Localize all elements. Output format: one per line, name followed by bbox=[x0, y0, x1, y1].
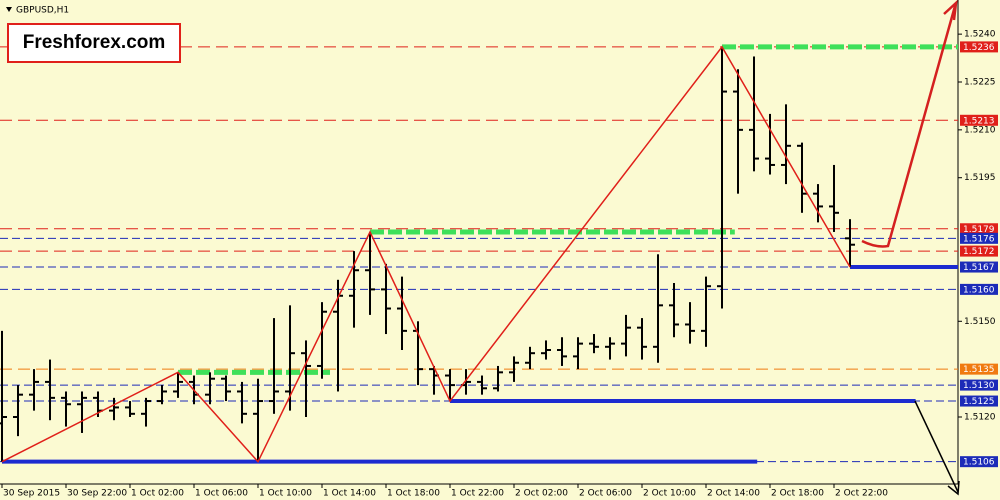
level-label-box bbox=[960, 283, 998, 295]
x-tick-label: 1 Oct 10:00 bbox=[259, 489, 312, 499]
level-label: 1.5179 bbox=[963, 225, 995, 235]
level-label-box bbox=[960, 232, 998, 244]
y-tick-label: 1.5120 bbox=[964, 412, 996, 422]
level-label: 1.5213 bbox=[963, 116, 995, 126]
level-label: 1.5160 bbox=[963, 285, 995, 295]
y-tick-label: 1.5225 bbox=[964, 77, 996, 87]
x-tick-label: 2 Oct 18:00 bbox=[771, 489, 824, 499]
level-label-box bbox=[960, 363, 998, 375]
arrow-head bbox=[947, 480, 960, 496]
level-label-box bbox=[960, 395, 998, 407]
brand: Freshforex.com bbox=[23, 32, 166, 53]
level-label: 1.5125 bbox=[963, 397, 995, 407]
zigzag-line bbox=[1, 45, 851, 463]
projection-up-arrow bbox=[861, 5, 957, 248]
arrow-head bbox=[943, 0, 958, 21]
symbol-title: GBPUSD,H1 bbox=[16, 6, 69, 16]
level-label: 1.5135 bbox=[963, 365, 995, 375]
x-tick-label: 30 Sep 2015 bbox=[3, 489, 60, 499]
x-tick-label: 2 Oct 22:00 bbox=[835, 489, 888, 499]
x-tick-label: 1 Oct 18:00 bbox=[387, 489, 440, 499]
x-tick-label: 2 Oct 14:00 bbox=[707, 489, 760, 499]
y-tick-label: 1.5195 bbox=[964, 173, 996, 183]
x-tick-label: 1 Oct 02:00 bbox=[131, 489, 184, 499]
x-tick-label: 2 Oct 10:00 bbox=[643, 489, 696, 499]
level-label: 1.5176 bbox=[963, 234, 995, 244]
x-tick-label: 1 Oct 14:00 bbox=[323, 489, 376, 499]
plot-area bbox=[0, 44, 958, 464]
x-tick-label: 2 Oct 02:00 bbox=[515, 489, 568, 499]
level-label-box bbox=[960, 223, 998, 235]
projection-down-arrow bbox=[914, 400, 959, 493]
brand-box bbox=[7, 23, 181, 63]
x-tick-label: 2 Oct 06:00 bbox=[579, 489, 632, 499]
x-tick-label: 1 Oct 22:00 bbox=[451, 489, 504, 499]
y-tick-label: 1.5150 bbox=[964, 317, 996, 327]
level-label: 1.5106 bbox=[963, 458, 995, 468]
menu-triangle bbox=[6, 7, 12, 12]
level-label-box bbox=[960, 245, 998, 257]
level-label-box bbox=[960, 41, 998, 53]
x-tick-label: 30 Sep 22:00 bbox=[67, 489, 127, 499]
level-label-box bbox=[960, 379, 998, 391]
level-label: 1.5167 bbox=[963, 263, 995, 273]
level-label-box bbox=[960, 114, 998, 126]
level-label: 1.5130 bbox=[963, 381, 995, 391]
level-label-box bbox=[960, 456, 998, 468]
level-label: 1.5236 bbox=[963, 43, 995, 53]
level-label: 1.5172 bbox=[963, 247, 995, 257]
x-tick-label: 1 Oct 06:00 bbox=[195, 489, 248, 499]
level-label-box bbox=[960, 261, 998, 273]
y-tick-label: 1.5210 bbox=[964, 125, 996, 135]
y-tick-label: 1.5240 bbox=[964, 30, 996, 40]
